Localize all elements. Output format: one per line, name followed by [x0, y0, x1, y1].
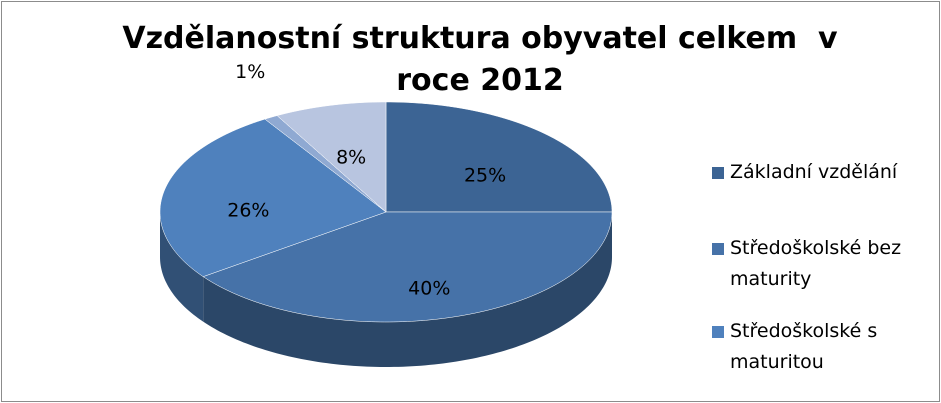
slice: [202, 211, 613, 323]
data-label: 1%: [235, 61, 265, 83]
legend-entry: Středoškolské bez maturity: [712, 233, 912, 295]
legend-entry: Základní vzdělání: [712, 157, 912, 188]
slice-side: [203, 212, 612, 367]
slice: [276, 101, 387, 213]
data-label: 40%: [408, 277, 450, 299]
data-label: 25%: [464, 164, 506, 186]
legend-label: Středoškolské bez maturity: [730, 237, 902, 290]
legend-swatch: [712, 243, 724, 255]
chart-title: Vzdělanostní struktura obyvatel celkem v…: [122, 21, 849, 98]
data-label: 8%: [336, 146, 366, 168]
data-label: 26%: [227, 200, 269, 222]
legend-swatch: [712, 167, 724, 179]
slice: [159, 118, 387, 277]
legend-entry: Středoškolské s maturitou: [712, 316, 912, 378]
legend-label: Středoškolské s maturitou: [730, 320, 878, 373]
legend-swatch: [712, 326, 724, 338]
slice: [385, 101, 613, 213]
legend-label: Základní vzdělání: [730, 161, 898, 183]
slice-side: [160, 212, 204, 322]
